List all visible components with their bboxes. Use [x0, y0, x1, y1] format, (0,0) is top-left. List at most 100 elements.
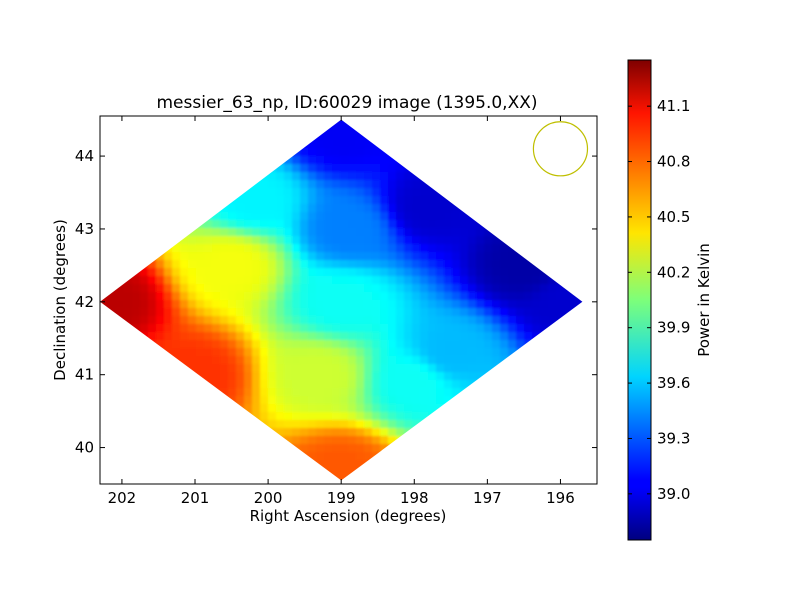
heatmap-cell: [508, 468, 517, 477]
heatmap-cell: [204, 468, 213, 477]
heatmap-cell: [412, 476, 421, 481]
heatmap-cell: [484, 468, 493, 477]
heatmap-cell: [300, 228, 309, 237]
heatmap-cell: [412, 380, 421, 389]
heatmap-cell: [420, 460, 429, 469]
heatmap-cell: [516, 244, 525, 253]
heatmap-cell: [588, 204, 597, 213]
heatmap-cell: [492, 196, 501, 205]
heatmap-cell: [396, 212, 405, 221]
heatmap-cell: [500, 220, 509, 229]
heatmap-cell: [116, 292, 125, 301]
heatmap-cell: [348, 228, 357, 237]
heatmap-cell: [396, 332, 405, 341]
heatmap-cell: [340, 276, 349, 285]
heatmap-cell: [284, 356, 293, 365]
heatmap-cell: [420, 316, 429, 325]
heatmap-cell: [348, 436, 357, 445]
heatmap-cell: [268, 308, 277, 317]
heatmap-cell: [220, 380, 229, 389]
heatmap-cell: [380, 188, 389, 197]
heatmap-cell: [564, 356, 573, 365]
heatmap-cell: [372, 300, 381, 309]
heatmap-cell: [164, 260, 173, 269]
heatmap-cell: [540, 428, 549, 437]
heatmap-cell: [356, 220, 365, 229]
heatmap-cell: [204, 316, 213, 325]
heatmap-cell: [156, 404, 165, 413]
heatmap-cell: [108, 188, 117, 197]
heatmap-cell: [404, 428, 413, 437]
heatmap-cell: [452, 148, 461, 157]
heatmap-cell: [188, 404, 197, 413]
heatmap-cell: [452, 124, 461, 133]
heatmap-cell: [380, 476, 389, 481]
heatmap-cell: [100, 156, 109, 165]
heatmap-cell: [124, 119, 133, 125]
heatmap-cell: [580, 180, 583, 189]
heatmap-cell: [444, 316, 453, 325]
heatmap-cell: [468, 124, 477, 133]
heatmap-cell: [348, 396, 357, 405]
heatmap-cell: [300, 196, 309, 205]
heatmap-cell: [212, 220, 221, 229]
heatmap-cell: [476, 180, 485, 189]
heatmap-cell: [172, 228, 181, 237]
heatmap-cell: [300, 132, 309, 141]
heatmap-cell: [268, 172, 277, 181]
heatmap-cell: [340, 396, 349, 405]
heatmap-cell: [300, 172, 309, 181]
heatmap-cell: [124, 332, 133, 341]
heatmap-cell: [428, 444, 437, 453]
heatmap-cell: [412, 364, 421, 373]
heatmap-cell: [524, 300, 533, 309]
heatmap-cell: [364, 220, 373, 229]
heatmap-cell: [212, 204, 221, 213]
heatmap-cell: [188, 132, 197, 141]
heatmap-cell: [284, 156, 293, 165]
heatmap-cell: [508, 388, 517, 397]
heatmap-cell: [140, 212, 149, 221]
heatmap-cell: [204, 476, 213, 481]
heatmap-cell: [284, 284, 293, 293]
heatmap-cell: [452, 428, 461, 437]
heatmap-cell: [140, 196, 149, 205]
heatmap-cell: [420, 340, 429, 349]
heatmap-cell: [484, 276, 493, 285]
heatmap-cell: [356, 292, 365, 301]
heatmap-cell: [236, 300, 245, 309]
heatmap-cell: [340, 404, 349, 413]
heatmap-cell: [380, 244, 389, 253]
heatmap-cell: [100, 260, 109, 269]
heatmap-cell: [348, 140, 357, 149]
heatmap-cell: [492, 348, 501, 357]
heatmap-cell: [268, 220, 277, 229]
heatmap-cell: [148, 204, 157, 213]
heatmap-cell: [348, 308, 357, 317]
heatmap-cell: [268, 332, 277, 341]
heatmap-cell: [460, 348, 469, 357]
heatmap-cell: [436, 228, 445, 237]
heatmap-cell: [364, 348, 373, 357]
heatmap-cell: [196, 119, 205, 125]
heatmap-cell: [580, 476, 583, 481]
heatmap-cell: [348, 196, 357, 205]
heatmap-cell: [100, 340, 109, 349]
heatmap-cell: [180, 316, 189, 325]
heatmap-cell: [292, 324, 301, 333]
heatmap-cell: [100, 308, 109, 317]
heatmap-cell: [532, 172, 541, 181]
heatmap-cell: [468, 332, 477, 341]
heatmap-cell: [124, 156, 133, 165]
heatmap-cell: [100, 132, 109, 141]
heatmap-cell: [204, 124, 213, 133]
heatmap-cell: [196, 468, 205, 477]
heatmap-cell: [100, 236, 109, 245]
heatmap-cell: [564, 164, 573, 173]
heatmap-cell: [180, 452, 189, 461]
heatmap-cell: [204, 372, 213, 381]
heatmap-cell: [220, 124, 229, 133]
heatmap-cell: [132, 292, 141, 301]
heatmap-cell: [204, 276, 213, 285]
heatmap-cell: [468, 204, 477, 213]
